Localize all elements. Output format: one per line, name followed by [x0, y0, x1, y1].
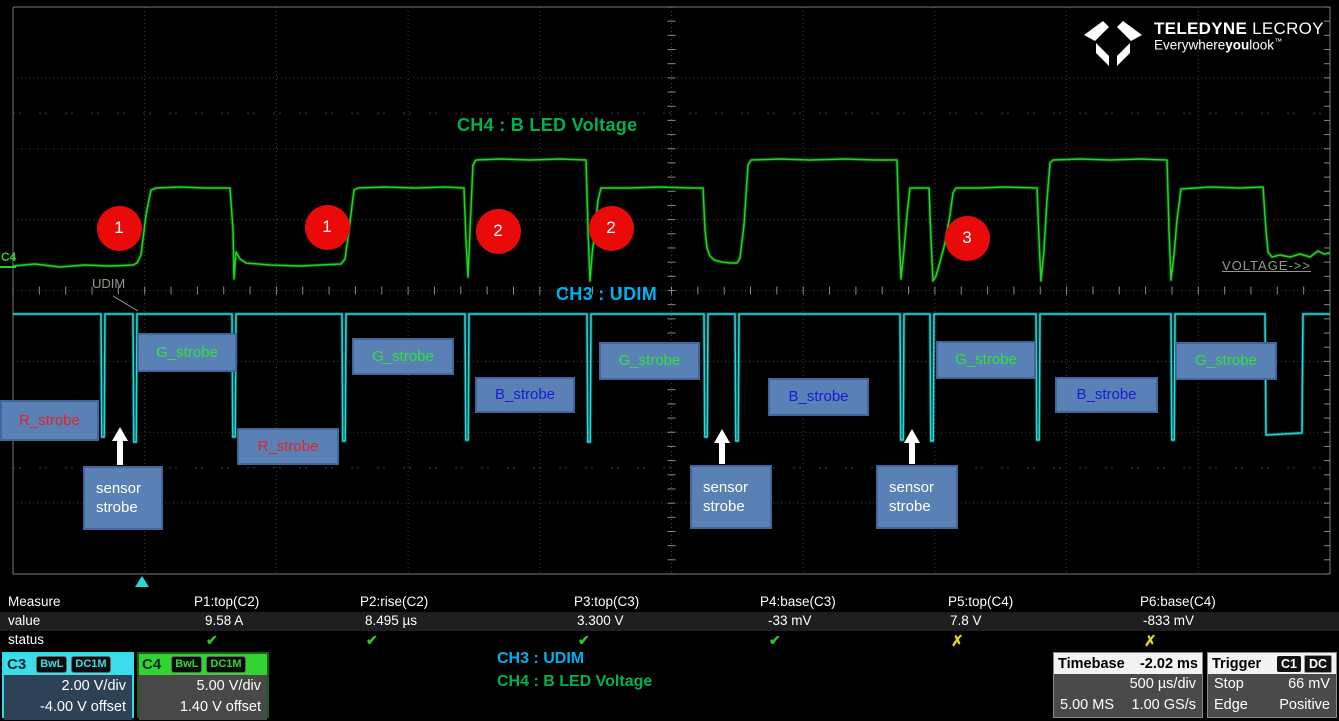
status-invalid-icon: ✗ [951, 633, 964, 650]
trigger-level: 66 mV [1288, 676, 1330, 692]
c3-volts-per-div: 2.00 V/div [61, 678, 127, 694]
c3-label: C3 [7, 656, 27, 673]
annotation-g-strobe: G_strobe [599, 342, 700, 380]
marker-circle-3: 3 [944, 215, 990, 261]
c3-bandwidth-limit-badge: BwL [36, 656, 68, 673]
c4-bandwidth-limit-badge: BwL [171, 656, 203, 673]
channel-c4-descriptor[interactable]: C4 BwL DC1M 5.00 V/div 1.40 V offset [137, 652, 269, 720]
measure-value-row: value 9.58 A 8.495 µs 3.300 V -33 mV 7.8 V -8… [0, 612, 1339, 631]
annotation-b-strobe: B_strobe [475, 377, 575, 413]
ch4-waveform-title: CH4 : B LED Voltage [457, 115, 638, 135]
teledyne-lecroy-logo: TELEDYNE LECROY Everywhereyoulook™ [1082, 20, 1332, 66]
value-row-label: value [8, 613, 41, 628]
sensor-strobe-arrow-icon [904, 429, 920, 443]
trigger-mode: Stop [1214, 676, 1244, 692]
timebase-samples: 5.00 MS [1060, 697, 1114, 713]
legend-ch4: CH4 : B LED Voltage [497, 673, 653, 690]
annotation-g-strobe: G_strobe [137, 333, 237, 372]
measure-header-p4[interactable]: P4:base(C3) [760, 594, 836, 609]
legend-ch3: CH3 : UDIM [497, 650, 585, 667]
status-ok-icon: ✔ [769, 632, 781, 648]
measure-header-p6[interactable]: P6:base(C4) [1140, 594, 1216, 609]
voltage-cursor-note: VOLTAGE->> [1222, 258, 1311, 273]
marker-circle-2: 2 [588, 205, 634, 251]
measure-header-p1[interactable]: P1:top(C2) [194, 594, 260, 609]
measure-header-p2[interactable]: P2:rise(C2) [360, 594, 429, 609]
annotation-b-strobe: B_strobe [768, 378, 869, 416]
measure-row-label: Measure [8, 594, 61, 609]
annotation-r-strobe: R_strobe [0, 400, 99, 441]
annotation-sensor-strobe: sensor strobe [83, 466, 163, 530]
timebase-sample-rate: 1.00 GS/s [1131, 697, 1196, 713]
sensor-strobe-arrow-icon [112, 427, 128, 441]
measure-value-p4: -33 mV [768, 613, 812, 628]
teledyne-logo-icon [1084, 21, 1142, 66]
measure-value-p3: 3.300 V [577, 613, 624, 628]
marker-circle-1: 1 [96, 205, 142, 251]
annotation-b-strobe: B_strobe [1055, 377, 1158, 413]
measure-status-row: status ✔ ✔ ✔ ✔ ✗ ✗ [0, 632, 1339, 650]
marker-circle-2: 2 [475, 208, 521, 254]
sensor-strobe-arrow-icon [714, 429, 730, 443]
logo-brand-text: TELEDYNE LECROY [1154, 19, 1324, 38]
measure-value-p2: 8.495 µs [365, 613, 418, 628]
channel-c3-descriptor[interactable]: C3 BwL DC1M 2.00 V/div -4.00 V offset [2, 652, 134, 720]
annotation-g-strobe: G_strobe [936, 341, 1036, 379]
udim-cursor-note: UDIM [92, 276, 126, 291]
trigger-title: Trigger [1212, 655, 1262, 672]
annotation-sensor-strobe: sensor strobe [876, 465, 958, 529]
c4-coupling-badge: DC1M [206, 656, 246, 673]
trigger-time-marker[interactable] [135, 576, 149, 587]
status-ok-icon: ✔ [206, 632, 218, 648]
c4-header: C4 BwL DC1M [139, 654, 267, 675]
trigger-descriptor[interactable]: Trigger C1 DC Stop 66 mV Edge Positive [1207, 652, 1337, 718]
measure-value-p6: -833 mV [1143, 613, 1195, 628]
sensor-strobe-arrow-shaft [719, 442, 725, 464]
c3-offset: -4.00 V offset [40, 699, 126, 715]
logo-tagline: Everywhereyoulook™ [1154, 36, 1283, 53]
c3-header: C3 BwL DC1M [4, 654, 132, 675]
timebase-offset: -2.02 ms [1139, 655, 1198, 672]
status-ok-icon: ✔ [578, 632, 590, 648]
ch3-waveform-title: CH3 : UDIM [556, 284, 657, 304]
trigger-slope: Positive [1279, 697, 1330, 713]
measure-value-p1: 9.58 A [205, 613, 244, 628]
waveform-grid-area [0, 6, 1331, 587]
sensor-strobe-arrow-shaft [117, 440, 123, 465]
measure-header-row: Measure P1:top(C2) P2:rise(C2) P3:top(C3) P… [0, 594, 1339, 611]
annotation-g-strobe: G_strobe [352, 338, 454, 375]
status-ok-icon: ✔ [366, 632, 378, 648]
annotation-g-strobe: G_strobe [1175, 342, 1277, 380]
measure-header-p5[interactable]: P5:top(C4) [948, 594, 1014, 609]
annotation-r-strobe: R_strobe [237, 428, 339, 465]
timebase-per-div: 500 µs/div [1129, 676, 1196, 692]
timebase-title: Timebase [1058, 655, 1125, 672]
timebase-descriptor[interactable]: Timebase -2.02 ms 500 µs/div 5.00 MS 1.0… [1053, 652, 1203, 718]
annotation-sensor-strobe: sensor strobe [690, 465, 772, 529]
measure-value-p5: 7.8 V [950, 613, 982, 628]
marker-circle-1: 1 [304, 204, 350, 250]
c4-label: C4 [142, 656, 162, 673]
trigger-source-badge: C1 [1276, 655, 1301, 672]
sensor-strobe-arrow-shaft [909, 442, 915, 464]
c4-axis-marker: C4 [1, 250, 17, 264]
c4-offset: 1.40 V offset [179, 699, 261, 715]
status-invalid-icon: ✗ [1144, 633, 1157, 650]
measure-header-p3[interactable]: P3:top(C3) [574, 594, 640, 609]
trigger-type: Edge [1214, 697, 1248, 713]
c3-coupling-badge: DC1M [71, 656, 111, 673]
trigger-coupling-badge: DC [1303, 654, 1332, 673]
status-row-label: status [8, 632, 45, 647]
c4-volts-per-div: 5.00 V/div [196, 678, 262, 694]
